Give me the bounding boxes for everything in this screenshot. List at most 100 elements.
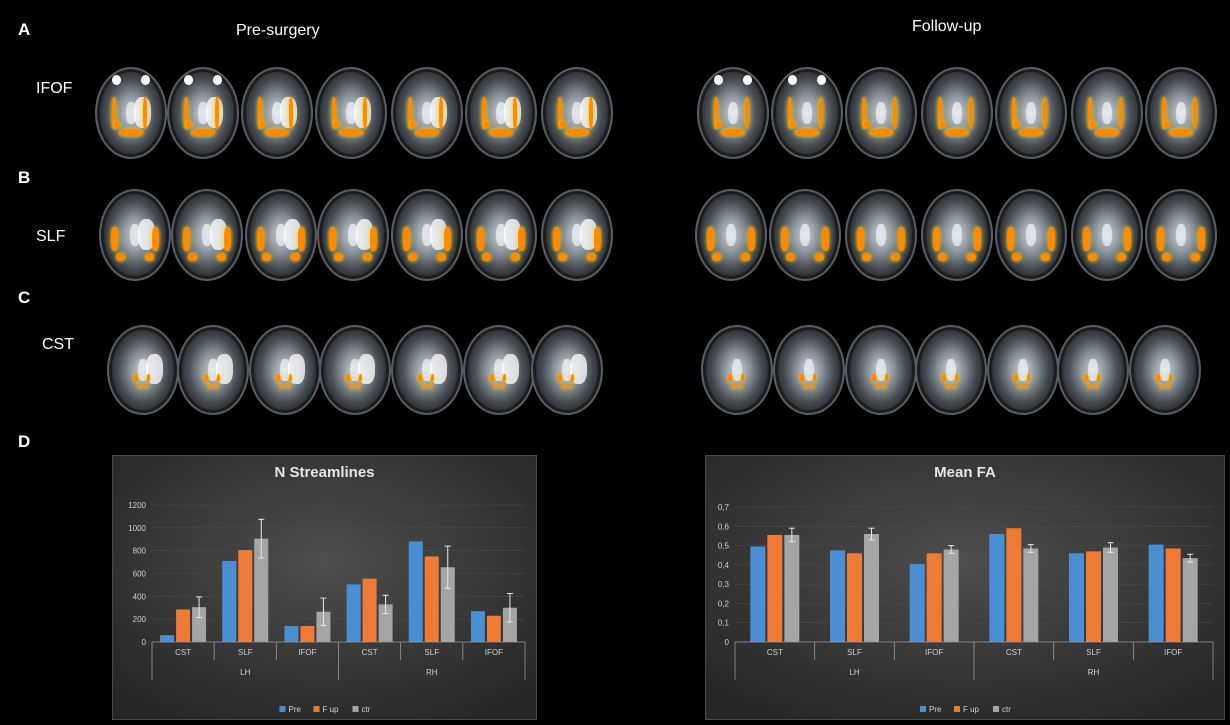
y-tick-label: 800: [133, 547, 147, 556]
header-pre-surgery: Pre-surgery: [236, 22, 320, 39]
mri-slice-slf-pre-5: [396, 194, 458, 276]
mri-slice-ifof-fu-6: [1076, 72, 1138, 154]
legend-label: Pre: [289, 705, 302, 714]
bar-pre-6: [1148, 544, 1164, 642]
mri-slice-cst-pre-1: [112, 330, 174, 410]
y-tick-label: 0: [725, 638, 730, 647]
bar-ctr-1: [784, 534, 800, 642]
header-follow-up: Follow-up: [912, 18, 982, 35]
y-tick-label: 0,3: [718, 580, 730, 589]
mri-slice-ifof-pre-3: [246, 72, 308, 154]
legend-label: ctr: [1002, 705, 1011, 714]
mri-slice-ifof-fu-7: [1150, 72, 1212, 154]
mri-slice-ifof-pre-5: [396, 72, 458, 154]
mri-slice-slf-fu-2: [774, 194, 836, 276]
group-label: LH: [849, 668, 859, 677]
mri-slice-slf-pre-6: [470, 194, 532, 276]
panel-label-a: A: [18, 20, 31, 39]
category-label: CST: [362, 648, 378, 657]
y-tick-label: 1200: [128, 501, 146, 510]
chart-n-streamlines: N Streamlines 0 200 400 600 800 1000 1200 CST SLF…: [112, 455, 537, 720]
mri-slice-ifof-pre-6: [470, 72, 532, 154]
tract-label-cst: CST: [42, 336, 74, 353]
legend-label: ctr: [362, 705, 371, 714]
bar-f-up-6: [486, 615, 501, 642]
mri-slice-slf-fu-5: [1000, 194, 1062, 276]
chart-title: Mean FA: [934, 464, 996, 481]
mri-slice-slf-pre-2: [176, 194, 238, 276]
mri-slice-cst-fu-4: [920, 330, 982, 410]
mri-slice-cst-fu-6: [1062, 330, 1124, 410]
bar-ctr-4: [1023, 548, 1039, 642]
bar-pre-2: [222, 560, 237, 642]
group-label: LH: [240, 668, 250, 677]
legend-swatch: [993, 706, 999, 712]
bar-f-up-6: [1165, 548, 1181, 642]
mri-slice-slf-pre-1: [104, 194, 166, 276]
bar-pre-1: [750, 546, 766, 642]
bar-f-up-5: [1086, 551, 1101, 642]
bar-pre-1: [160, 635, 175, 642]
y-tick-label: 600: [133, 570, 147, 579]
legend-label: F up: [963, 705, 980, 714]
mri-slice-ifof-fu-3: [850, 72, 912, 154]
y-tick-label: 200: [133, 615, 147, 624]
mri-slice-cst-fu-1: [706, 330, 768, 410]
mri-slice-ifof-fu-5: [1000, 72, 1062, 154]
legend-label: F up: [323, 705, 340, 714]
mri-slice-ifof-fu-4: [926, 72, 988, 154]
mri-slice-cst-pre-6: [468, 330, 530, 410]
y-tick-label: 0,6: [718, 522, 730, 531]
y-tick-label: 400: [133, 592, 147, 601]
mri-slice-cst-fu-7: [1134, 330, 1196, 410]
category-label: IFOF: [925, 648, 943, 657]
legend-swatch: [279, 706, 286, 712]
mri-slice-cst-pre-7: [536, 330, 598, 410]
panel-label-b: B: [18, 168, 31, 187]
category-label: CST: [767, 648, 783, 657]
bar-pre-4: [346, 584, 361, 642]
mri-slice-ifof-fu-2: [776, 72, 838, 154]
bar-f-up-2: [238, 550, 253, 642]
mri-slice-ifof-pre-2: [172, 72, 234, 154]
panel-label-d: D: [18, 432, 31, 451]
bar-pre-6: [470, 611, 485, 642]
legend-swatch: [954, 706, 960, 712]
mri-slice-slf-fu-7: [1150, 194, 1212, 276]
mri-slice-cst-pre-5: [396, 330, 458, 410]
bar-ctr-3: [316, 611, 331, 642]
bar-ctr-6: [1182, 558, 1198, 642]
category-label: CST: [1006, 648, 1022, 657]
bar-f-up-3: [300, 626, 315, 642]
mri-slice-slf-pre-7: [546, 194, 608, 276]
mri-slice-slf-pre-3: [250, 194, 312, 276]
group-label: RH: [426, 668, 438, 677]
mri-slice-slf-fu-4: [926, 194, 988, 276]
tract-label-ifof: IFOF: [36, 80, 73, 97]
y-tick-label: 0: [142, 638, 147, 647]
mri-slice-cst-pre-3: [254, 330, 316, 410]
y-tick-label: 0,2: [718, 599, 730, 608]
y-tick-label: 0,5: [718, 542, 730, 551]
bar-f-up-1: [176, 609, 191, 642]
mri-slice-cst-pre-2: [182, 330, 244, 410]
category-label: IFOF: [1164, 648, 1182, 657]
y-tick-label: 0,4: [718, 561, 730, 570]
group-label: RH: [1088, 668, 1100, 677]
mri-slice-cst-fu-3: [850, 330, 912, 410]
mri-slice-ifof-fu-1: [702, 72, 764, 154]
bar-f-up-1: [767, 534, 783, 642]
bar-pre-2: [830, 550, 845, 642]
legend-swatch: [352, 706, 359, 712]
bar-f-up-4: [1006, 528, 1022, 642]
mri-slice-ifof-pre-1: [100, 72, 162, 154]
mri-slice-slf-fu-6: [1076, 194, 1138, 276]
mri-slice-slf-pre-4: [322, 194, 384, 276]
bar-pre-5: [408, 541, 423, 642]
mri-slice-slf-fu-1: [700, 194, 762, 276]
mri-slice-ifof-pre-4: [320, 72, 382, 154]
mri-slice-ifof-pre-7: [546, 72, 608, 154]
bar-ctr-6: [502, 607, 517, 642]
y-tick-label: 0,1: [718, 619, 730, 628]
bar-f-up-3: [926, 553, 942, 642]
